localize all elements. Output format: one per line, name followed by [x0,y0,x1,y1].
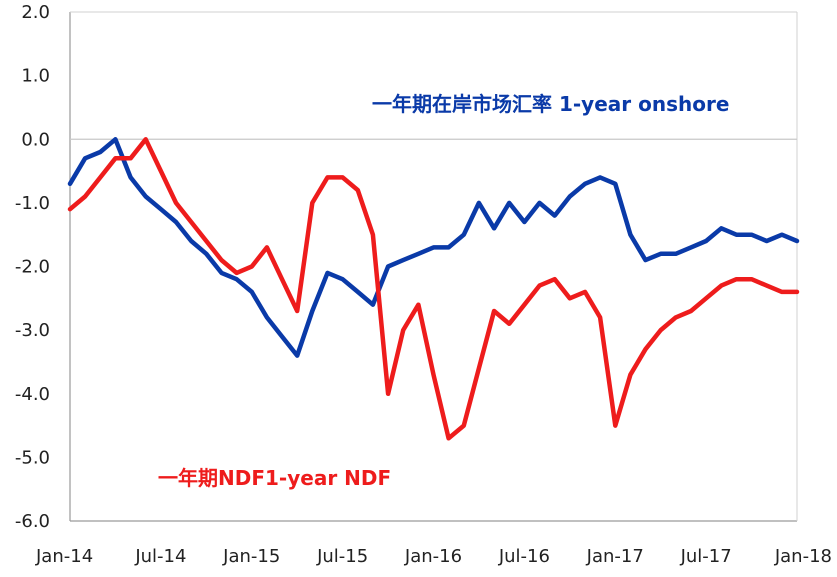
y-tick-label: -5.0 [15,447,50,468]
x-tick-label: Jul-15 [316,546,368,567]
x-tick-labels: Jan-14 Jul-14 Jan-15 Jul-15 Jan-16 Jul-16 Jan-… [35,546,832,567]
y-tick-label: -2.0 [15,257,50,278]
y-tick-label: 0.0 [21,129,50,150]
series-lines [67,137,800,441]
x-tick-label: Jul-16 [498,546,550,567]
series-line-ndf [67,137,800,441]
y-tick-label: -3.0 [15,320,50,341]
series-label-onshore-cn: 一年期在岸市场汇率 [372,92,552,116]
series-label-onshore: 一年期在岸市场汇率 1-year onshore [372,92,729,116]
x-tick-label: Jan-15 [222,546,280,567]
x-tick-label: Jul-17 [680,546,732,567]
y-tick-labels: 2.0 1.0 0.0 -1.0 -2.0 -3.0 -4.0 -5.0 -6.0 [15,2,50,532]
series-label-onshore-en: 1-year onshore [552,92,729,116]
y-tick-label: 2.0 [21,2,50,23]
x-tick-label: Jan-18 [774,546,832,567]
y-tick-label: -4.0 [15,384,50,405]
x-tick-label: Jan-14 [35,546,93,567]
y-tick-label: -6.0 [15,511,50,532]
axes [69,11,798,522]
y-tick-label: -1.0 [15,193,50,214]
y-tick-label: 1.0 [21,66,50,87]
x-tick-label: Jul-14 [134,546,186,567]
series-label-ndf: 一年期NDF1-year NDF [158,466,391,490]
series-labels: 一年期在岸市场汇率 1-year onshore 一年期NDF1-year ND… [158,92,729,490]
x-tick-label: Jan-17 [586,546,644,567]
x-tick-label: Jan-16 [404,546,462,567]
series-line-onshore [67,137,800,358]
